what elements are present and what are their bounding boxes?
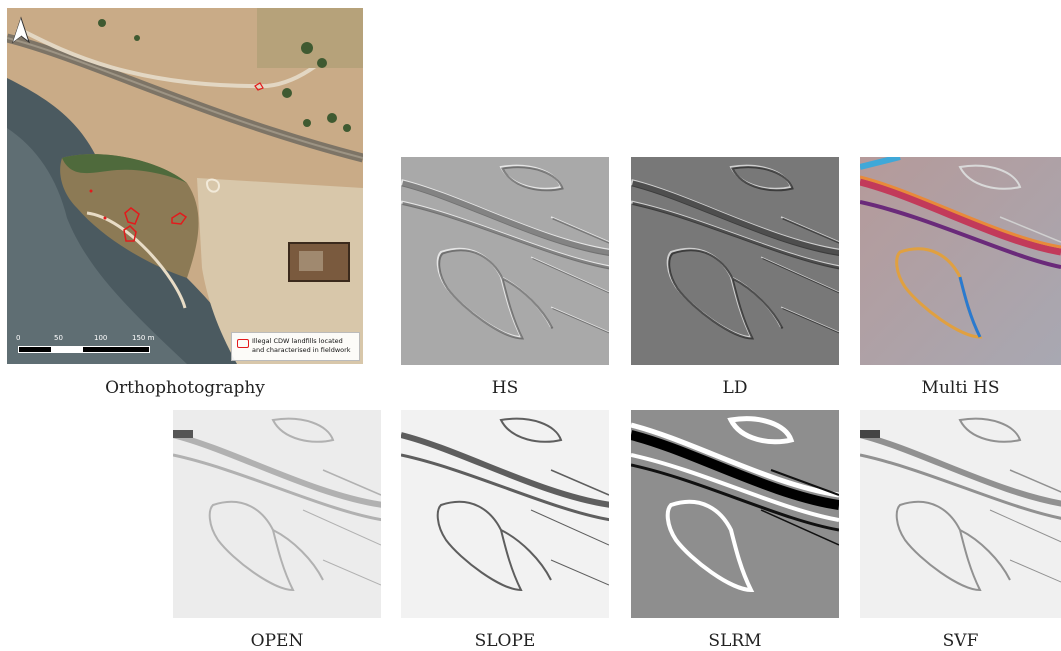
- ld-image: [631, 157, 839, 365]
- caption-svf: SVF: [942, 631, 979, 651]
- caption-hs: HS: [491, 378, 519, 398]
- svf-image: [860, 410, 1061, 618]
- scale-label-0: 0: [16, 334, 21, 342]
- caption-open: OPEN: [250, 631, 304, 651]
- north-arrow-icon: [12, 16, 30, 44]
- scale-label-50: 50: [54, 334, 63, 342]
- multi-hs-image: [860, 157, 1061, 365]
- slope-image: [401, 410, 609, 618]
- caption-orthophotography: Orthophotography: [105, 378, 265, 398]
- slrm-image: [631, 410, 839, 618]
- orthophoto-image: [7, 8, 363, 364]
- scale-bar-graphic: [18, 346, 150, 353]
- landfill-legend-swatch: [237, 339, 249, 348]
- hs-image: [401, 157, 609, 365]
- legend-line-1: Illegal CDW landfills located: [252, 337, 343, 345]
- caption-multi-hs: Multi HS: [921, 378, 1000, 398]
- legend-line-2: and characterised in fieldwork: [252, 346, 351, 354]
- caption-slrm: SLRM: [708, 631, 762, 651]
- map-legend: Illegal CDW landfills located and charac…: [231, 332, 360, 361]
- open-image: [173, 410, 381, 618]
- scale-bar: 0 50 100 150 m: [14, 334, 156, 358]
- scale-label-150: 150 m: [132, 334, 155, 342]
- scale-label-100: 100: [94, 334, 108, 342]
- caption-ld: LD: [722, 378, 748, 398]
- caption-slope: SLOPE: [474, 631, 536, 651]
